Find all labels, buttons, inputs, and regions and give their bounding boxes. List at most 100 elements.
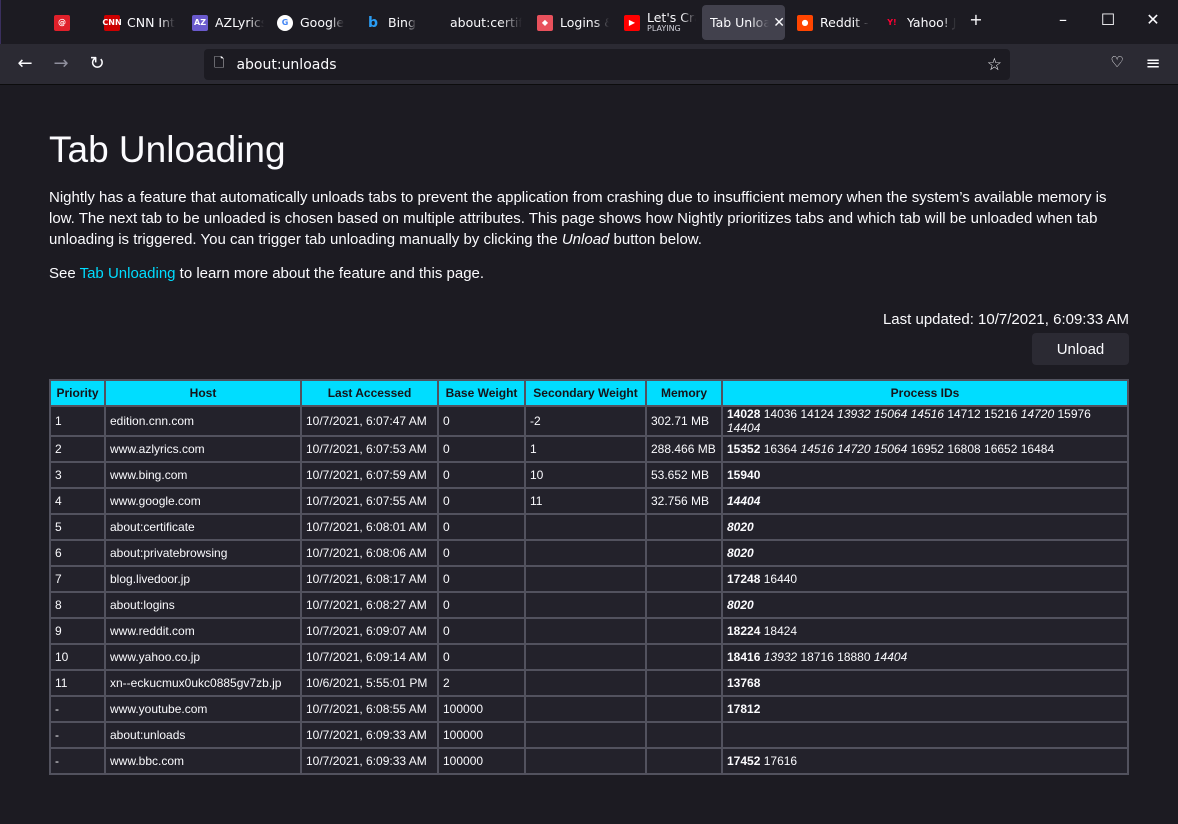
page-content: Tab Unloading Nightly has a feature that… (49, 85, 1129, 775)
table-cell (645, 591, 723, 619)
process-id: 18880 (837, 650, 871, 664)
table-cell: 302.71 MB (645, 405, 723, 437)
tab[interactable]: G Google (269, 5, 349, 40)
menu-icon[interactable]: ≡ (1145, 53, 1161, 74)
table-cell (524, 513, 647, 541)
process-id: 14404 (727, 494, 761, 508)
table-cell: 100000 (437, 747, 526, 775)
process-id: 14404 (873, 650, 908, 664)
url-text[interactable]: about:unloads (236, 56, 337, 73)
process-ids-cell: 18416 13932 18716 18880 14404 (721, 643, 1129, 671)
unload-button[interactable]: Unload (1032, 333, 1129, 365)
minimize-button[interactable]: – (1059, 10, 1067, 29)
maximize-button[interactable]: ☐ (1100, 10, 1116, 29)
process-id: 16364 (763, 442, 798, 456)
table-cell: www.bbc.com (104, 747, 302, 775)
table-cell: 100000 (437, 721, 526, 749)
table-row: 2 www.azlyrics.com 10/7/2021, 6:07:53 AM 0 1… (49, 435, 1129, 463)
back-button[interactable]: ← (17, 53, 33, 74)
process-id: 16652 (984, 442, 1018, 456)
table-cell: www.bing.com (104, 461, 302, 489)
see-part: to learn more about the feature and this… (175, 265, 485, 282)
table-cell: 10/7/2021, 6:09:33 AM (300, 747, 439, 775)
pocket-icon[interactable]: ♡ (1110, 53, 1124, 71)
tab[interactable]: @ (46, 5, 86, 40)
table-cell: - (49, 721, 106, 749)
intro-emphasis: Unload (561, 231, 610, 248)
table-row: 1 edition.cnn.com 10/7/2021, 6:07:47 AM 0 -2… (49, 405, 1129, 437)
table-cell: www.azlyrics.com (104, 435, 302, 463)
table-cell: 10/7/2021, 6:07:53 AM (300, 435, 439, 463)
youtube-icon: ▶ (624, 14, 640, 31)
tab[interactable]: Tab Unloa ✕ (702, 5, 785, 40)
table-cell: blog.livedoor.jp (104, 565, 302, 593)
reload-button[interactable]: ↻ (89, 53, 105, 74)
process-id: 15216 (984, 407, 1018, 421)
tab[interactable]: b Bing (357, 5, 437, 40)
see-text: See Tab Unloading to learn more about th… (49, 263, 1129, 284)
tab-label: Yahoo! J (907, 15, 956, 30)
tab[interactable]: about:certifi (442, 5, 522, 40)
table-cell: 9 (49, 617, 106, 645)
table-cell (524, 695, 647, 723)
process-id: 14516 (910, 407, 944, 421)
table-cell: 0 (437, 565, 526, 593)
table-cell: 7 (49, 565, 106, 593)
url-bar[interactable]: 🗋 about:unloads ☆ (204, 49, 1010, 80)
tab-unloading-link[interactable]: Tab Unloading (79, 265, 176, 282)
process-id: 8020 (727, 520, 754, 534)
tab[interactable]: AZ AZLyrics (184, 5, 264, 40)
table-row: - about:unloads 10/7/2021, 6:09:33 AM 10000… (49, 721, 1129, 749)
table-cell: 2 (49, 435, 106, 463)
table-cell: www.yahoo.co.jp (104, 643, 302, 671)
process-ids-cell: 17248 16440 (721, 565, 1129, 593)
process-id: 16808 (947, 442, 981, 456)
process-ids-cell (721, 721, 1129, 749)
page-title: Tab Unloading (49, 129, 286, 170)
google-icon: G (277, 14, 293, 31)
column-header: Secondary Weight (524, 379, 647, 407)
table-cell (524, 617, 647, 645)
close-window-button[interactable]: ✕ (1146, 10, 1160, 29)
process-id: 15976 (1057, 407, 1091, 421)
see-part: See (49, 265, 80, 282)
table-cell (645, 565, 723, 593)
process-id: 15064 (873, 442, 908, 456)
process-id: 17452 (727, 754, 761, 768)
process-id: 18224 (727, 624, 761, 638)
tab[interactable]: Y! Yahoo! J (876, 5, 956, 40)
bookmark-star-icon[interactable]: ☆ (986, 54, 1002, 75)
process-id: 17812 (727, 702, 761, 716)
process-ids-cell: 8020 (721, 513, 1129, 541)
table-cell: 10/6/2021, 5:55:01 PM (300, 669, 439, 697)
process-id: 17616 (763, 754, 798, 768)
process-id: 17248 (727, 572, 761, 586)
table-row: 8 about:logins 10/7/2021, 6:08:27 AM 0 8020 (49, 591, 1129, 619)
table-cell: 10 (524, 461, 647, 489)
table-cell: 100000 (437, 695, 526, 723)
process-ids-cell: 13768 (721, 669, 1129, 697)
table-cell: -2 (524, 405, 647, 437)
table-cell: 0 (437, 405, 526, 437)
table-cell: 10 (49, 643, 106, 671)
tab[interactable]: ▶ Let's CraPLAYING (616, 5, 696, 40)
process-id: 16440 (763, 572, 798, 586)
table-cell: 6 (49, 539, 106, 567)
process-id: 18716 (800, 650, 834, 664)
table-row: - www.youtube.com 10/7/2021, 6:08:55 AM 100… (49, 695, 1129, 723)
forward-button[interactable]: → (53, 53, 69, 74)
process-id: 16484 (1020, 442, 1055, 456)
tab[interactable]: ◆ Logins & (529, 5, 609, 40)
tab[interactable]: ● Reddit - (789, 5, 869, 40)
bing-icon: b (365, 14, 381, 31)
process-id: 13932 (763, 650, 798, 664)
table-cell (645, 513, 723, 541)
process-ids-cell: 17452 17616 (721, 747, 1129, 775)
column-header: Host (104, 379, 302, 407)
tab[interactable]: CNN CNN Int (96, 5, 176, 40)
table-cell: 11 (524, 487, 647, 515)
reddit-icon: ● (797, 14, 813, 31)
new-tab-button[interactable]: + (969, 10, 983, 29)
table-row: 3 www.bing.com 10/7/2021, 6:07:59 AM 0 10 53.… (49, 461, 1129, 489)
close-tab-icon[interactable]: ✕ (773, 14, 785, 31)
